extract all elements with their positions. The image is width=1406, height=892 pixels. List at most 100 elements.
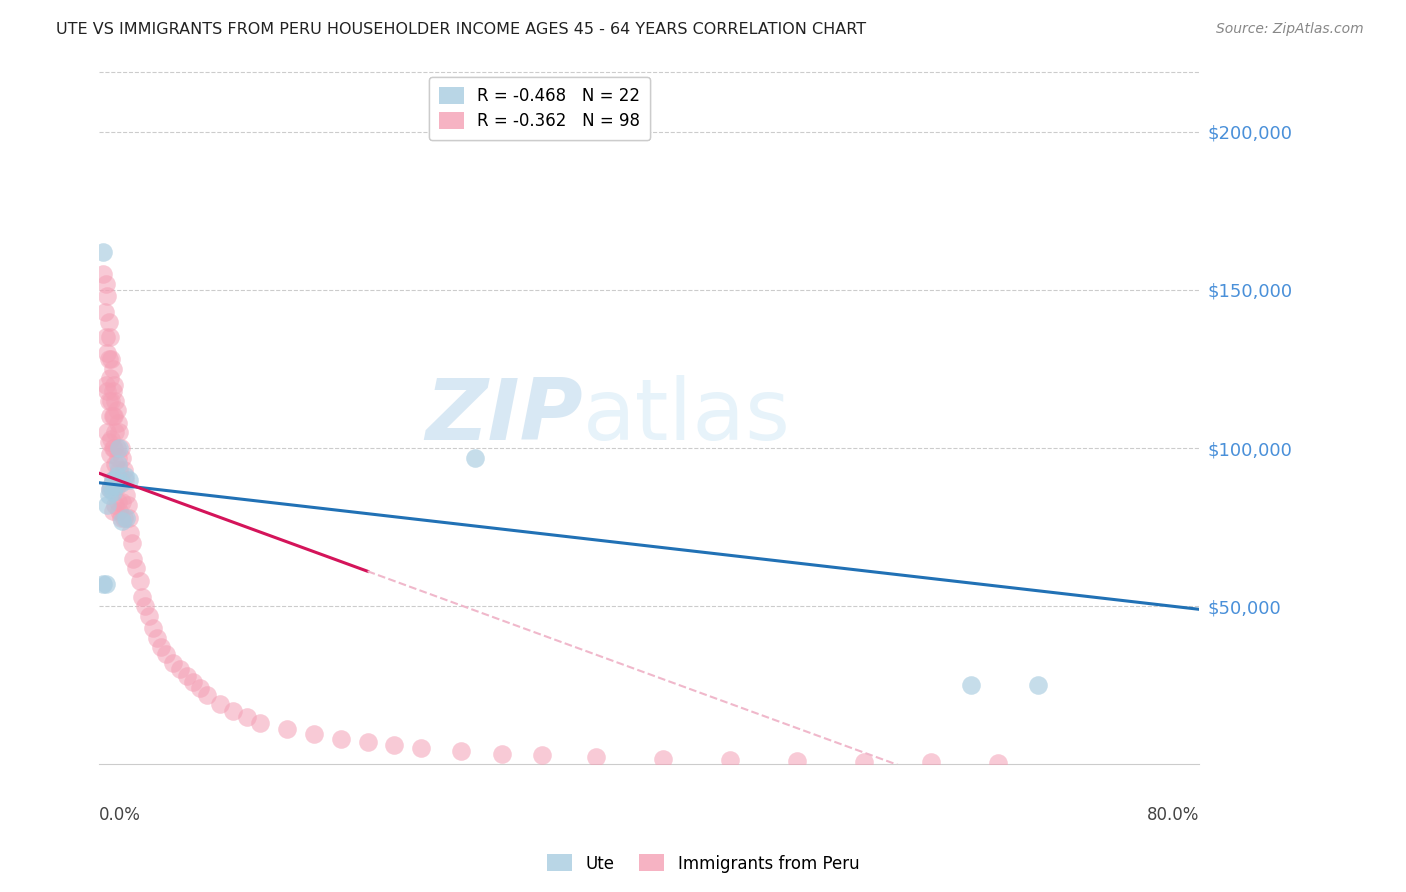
Point — [104, 498, 127, 512]
Point — [146, 631, 169, 645]
Point — [110, 473, 132, 487]
Point — [103, 409, 125, 424]
Point — [97, 393, 120, 408]
Point — [101, 384, 124, 398]
Point — [100, 479, 122, 493]
Point — [101, 485, 124, 500]
Point — [94, 377, 117, 392]
Text: atlas: atlas — [583, 375, 792, 458]
Point — [155, 647, 177, 661]
Point — [987, 756, 1010, 770]
Point — [852, 755, 875, 769]
Point — [209, 697, 232, 711]
Point — [105, 403, 128, 417]
Point — [101, 441, 124, 455]
Point — [195, 688, 218, 702]
Point — [93, 267, 115, 281]
Point — [112, 510, 135, 524]
Text: 0.0%: 0.0% — [100, 806, 141, 824]
Point — [93, 577, 115, 591]
Point — [124, 561, 146, 575]
Point — [176, 669, 198, 683]
Point — [104, 479, 127, 493]
Point — [162, 656, 184, 670]
Point — [115, 510, 138, 524]
Point — [110, 441, 132, 455]
Point — [93, 244, 115, 259]
Point — [585, 750, 607, 764]
Point — [108, 463, 131, 477]
Point — [411, 740, 433, 755]
Point — [117, 498, 139, 512]
Point — [98, 409, 121, 424]
Point — [104, 457, 127, 471]
Point — [112, 463, 135, 477]
Point — [105, 479, 128, 493]
Point — [97, 352, 120, 367]
Point — [101, 409, 124, 424]
Point — [114, 473, 136, 487]
Point — [101, 504, 124, 518]
Point — [103, 441, 125, 455]
Point — [101, 473, 124, 487]
Point — [96, 425, 118, 440]
Point — [302, 727, 325, 741]
Point — [464, 450, 486, 465]
Point — [101, 473, 124, 487]
Point — [651, 752, 673, 766]
Point — [128, 574, 150, 588]
Point — [384, 739, 406, 753]
Point — [249, 716, 271, 731]
Point — [236, 710, 259, 724]
Point — [107, 495, 129, 509]
Point — [100, 352, 122, 367]
Legend: R = -0.468   N = 22, R = -0.362   N = 98: R = -0.468 N = 22, R = -0.362 N = 98 — [429, 77, 650, 140]
Legend: Ute, Immigrants from Peru: Ute, Immigrants from Peru — [540, 847, 866, 880]
Point — [276, 723, 298, 737]
Point — [103, 479, 125, 493]
Point — [122, 551, 145, 566]
Point — [98, 482, 121, 496]
Point — [108, 425, 131, 440]
Point — [121, 536, 143, 550]
Point — [118, 510, 141, 524]
Point — [142, 621, 165, 635]
Point — [138, 608, 160, 623]
Point — [134, 599, 156, 614]
Point — [103, 473, 125, 487]
Point — [111, 450, 134, 465]
Point — [100, 432, 122, 446]
Point — [150, 640, 173, 655]
Point — [450, 744, 472, 758]
Point — [169, 662, 191, 676]
Point — [530, 748, 553, 763]
Point — [115, 488, 138, 502]
Point — [96, 289, 118, 303]
Point — [94, 577, 117, 591]
Point — [114, 469, 136, 483]
Point — [93, 305, 115, 319]
Point — [96, 346, 118, 360]
Point — [329, 731, 352, 746]
Point — [107, 457, 129, 471]
Point — [100, 393, 122, 408]
Point — [120, 526, 142, 541]
Point — [98, 447, 121, 461]
Point — [118, 473, 141, 487]
Point — [97, 434, 120, 449]
Point — [97, 463, 120, 477]
Point — [104, 393, 127, 408]
Point — [94, 277, 117, 291]
Point — [718, 753, 741, 767]
Point — [786, 754, 808, 768]
Point — [105, 441, 128, 455]
Point — [96, 384, 118, 398]
Point — [222, 704, 245, 718]
Point — [1026, 678, 1049, 692]
Text: Source: ZipAtlas.com: Source: ZipAtlas.com — [1216, 22, 1364, 37]
Point — [98, 482, 121, 496]
Point — [107, 450, 129, 465]
Point — [108, 441, 131, 455]
Point — [94, 330, 117, 344]
Point — [101, 362, 124, 376]
